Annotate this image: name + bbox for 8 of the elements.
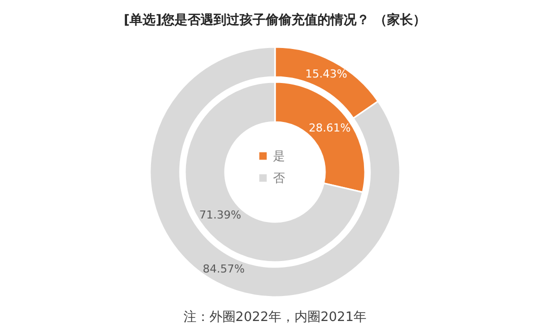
data-label: 15.43% [305, 68, 348, 81]
data-label: 28.61% [308, 121, 351, 134]
legend-label: 否 [273, 171, 285, 185]
data-label: 84.57% [202, 262, 245, 276]
chart-title: [单选]您是否遇到过孩子偷偷充值的情况？ （家长） [124, 12, 426, 28]
data-label: 71.39% [199, 208, 242, 222]
legend-label: 是 [273, 149, 285, 163]
text: 注：外圈2022年，内圈2021年 [183, 310, 367, 325]
